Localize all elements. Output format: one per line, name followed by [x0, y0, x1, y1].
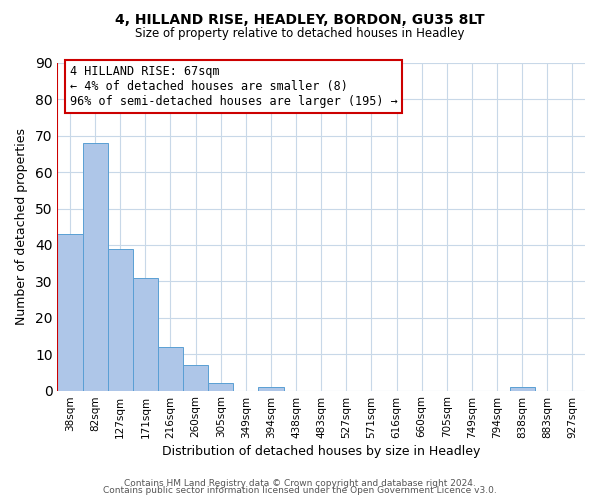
Text: 4 HILLAND RISE: 67sqm
← 4% of detached houses are smaller (8)
96% of semi-detach: 4 HILLAND RISE: 67sqm ← 4% of detached h…: [70, 65, 398, 108]
Text: Contains HM Land Registry data © Crown copyright and database right 2024.: Contains HM Land Registry data © Crown c…: [124, 478, 476, 488]
Bar: [83, 143, 107, 390]
Text: 4, HILLAND RISE, HEADLEY, BORDON, GU35 8LT: 4, HILLAND RISE, HEADLEY, BORDON, GU35 8…: [115, 12, 485, 26]
Y-axis label: Number of detached properties: Number of detached properties: [15, 128, 28, 326]
Bar: [107, 248, 133, 390]
Bar: [259, 387, 284, 390]
Bar: [58, 234, 83, 390]
Bar: [133, 278, 158, 390]
Bar: [509, 387, 535, 390]
Bar: [158, 347, 183, 391]
X-axis label: Distribution of detached houses by size in Headley: Distribution of detached houses by size …: [162, 444, 481, 458]
Bar: [183, 365, 208, 390]
Text: Size of property relative to detached houses in Headley: Size of property relative to detached ho…: [135, 28, 465, 40]
Text: Contains public sector information licensed under the Open Government Licence v3: Contains public sector information licen…: [103, 486, 497, 495]
Bar: [208, 384, 233, 390]
